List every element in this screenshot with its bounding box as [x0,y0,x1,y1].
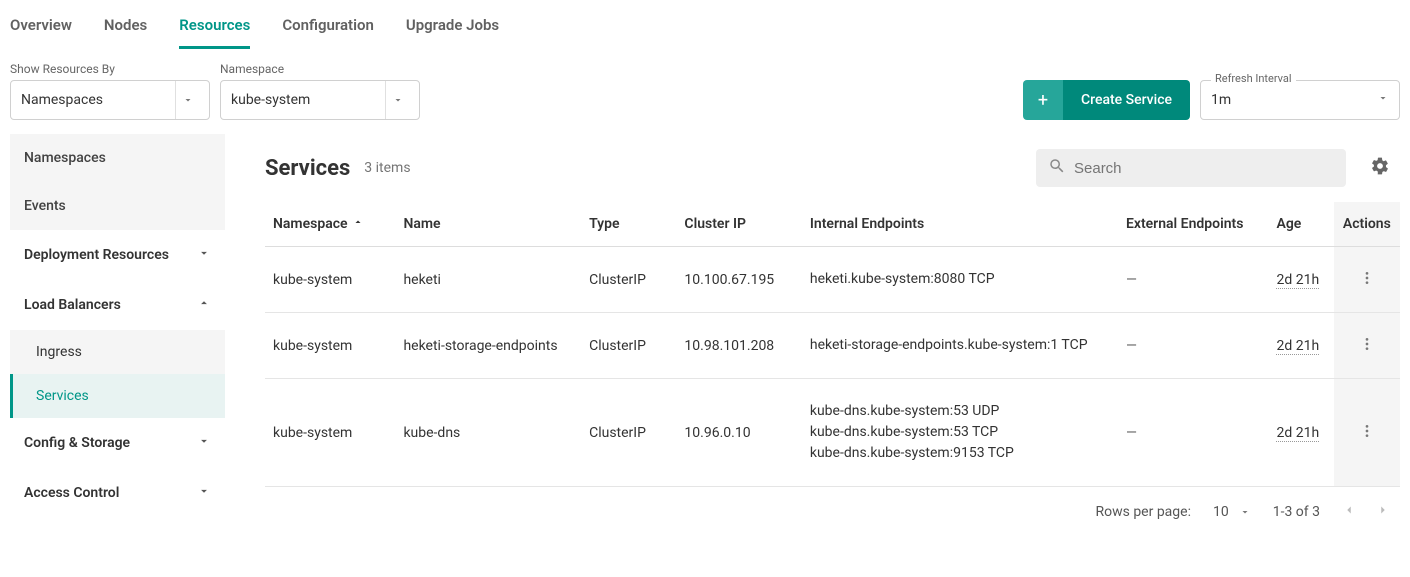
chevron-down-icon [1239,506,1251,518]
sidebar-group-access-control[interactable]: Access Control [10,468,225,518]
more-vert-icon [1359,423,1375,439]
more-vert-icon [1359,336,1375,352]
col-external-endpoints[interactable]: External Endpoints [1118,202,1269,247]
cell-external-endpoints: — [1118,313,1269,379]
cell-actions [1334,379,1400,487]
rows-per-page-select[interactable]: 10 [1213,504,1251,520]
refresh-interval-label: Refresh Interval [1211,72,1296,85]
cell-namespace: kube-system [265,379,395,487]
chevron-down-icon [197,434,211,452]
create-service-label: Create Service [1063,80,1190,120]
cell-name: heketi [395,247,581,313]
show-resources-by-label: Show Resources By [10,62,210,76]
rows-per-page-label: Rows per page: [1095,504,1190,520]
namespace-select[interactable]: kube-system [220,80,420,120]
table-row: kube-systemheketiClusterIP10.100.67.195h… [265,247,1400,313]
search-input[interactable] [1074,160,1334,177]
row-actions-button[interactable] [1359,336,1375,352]
prev-page-button[interactable] [1342,503,1356,521]
row-actions-button[interactable] [1359,270,1375,286]
col-type[interactable]: Type [581,202,676,247]
chevron-down-icon [1377,92,1389,108]
cell-external-endpoints: — [1118,247,1269,313]
cell-actions [1334,247,1400,313]
cell-type: ClusterIP [581,313,676,379]
chevron-right-icon [1376,503,1390,517]
cell-name: kube-dns [395,379,581,487]
sidebar-item-namespaces[interactable]: Namespaces [10,134,225,182]
sort-asc-icon [352,216,364,232]
next-page-button[interactable] [1376,503,1390,521]
search-icon [1048,157,1066,179]
filter-row: Show Resources By Namespaces Namespace k… [0,50,1410,134]
create-service-button[interactable]: + Create Service [1023,80,1190,120]
cell-internal-endpoints: heketi-storage-endpoints.kube-system:1 T… [802,313,1118,379]
sidebar-item-ingress[interactable]: Ingress [10,330,225,374]
tab-upgrade-jobs[interactable]: Upgrade Jobs [406,10,499,49]
show-resources-by-value: Namespaces [21,92,103,108]
sidebar: NamespacesEventsDeployment ResourcesLoad… [10,134,225,518]
chevron-down-icon [175,81,199,119]
top-tabs: Overview Nodes Resources Configuration Upgra… [0,0,1410,50]
sidebar-group-load-balancers[interactable]: Load Balancers [10,280,225,330]
col-internal-endpoints[interactable]: Internal Endpoints [802,202,1118,247]
tab-resources[interactable]: Resources [179,10,250,49]
cell-name: heketi-storage-endpoints [395,313,581,379]
show-resources-by-select[interactable]: Namespaces [10,80,210,120]
cell-namespace: kube-system [265,313,395,379]
rows-per-page-value: 10 [1213,504,1229,520]
chevron-left-icon [1342,503,1356,517]
plus-icon: + [1023,80,1063,120]
table-row: kube-systemheketi-storage-endpointsClust… [265,313,1400,379]
cell-type: ClusterIP [581,247,676,313]
chevron-down-icon [197,484,211,502]
sidebar-item-events[interactable]: Events [10,182,225,230]
namespace-label: Namespace [220,62,420,76]
col-name[interactable]: Name [395,202,581,247]
cell-cluster-ip: 10.98.101.208 [676,313,801,379]
tab-configuration[interactable]: Configuration [282,10,374,49]
cell-internal-endpoints: kube-dns.kube-system:53 UDPkube-dns.kube… [802,379,1118,487]
tab-overview[interactable]: Overview [10,10,72,49]
namespace-field: Namespace kube-system [220,62,420,120]
item-count: 3 items [364,160,410,176]
cell-internal-endpoints: heketi.kube-system:8080 TCP [802,247,1118,313]
cell-actions [1334,313,1400,379]
show-resources-by-field: Show Resources By Namespaces [10,62,210,120]
col-namespace[interactable]: Namespace [265,202,395,247]
row-actions-button[interactable] [1359,423,1375,439]
services-table: NamespaceNameTypeCluster IPInternal Endp… [265,202,1400,487]
col-age[interactable]: Age [1268,202,1333,247]
sidebar-group-config-storage[interactable]: Config & Storage [10,418,225,468]
more-vert-icon [1359,270,1375,286]
col-actions[interactable]: Actions [1334,202,1400,247]
table-row: kube-systemkube-dnsClusterIP10.96.0.10ku… [265,379,1400,487]
settings-button[interactable] [1360,148,1400,188]
chevron-down-icon [385,81,409,119]
pagination: Rows per page: 10 1-3 of 3 [265,487,1400,537]
search-box[interactable] [1036,149,1346,187]
cell-cluster-ip: 10.100.67.195 [676,247,801,313]
cell-type: ClusterIP [581,379,676,487]
cell-external-endpoints: — [1118,379,1269,487]
pagination-range: 1-3 of 3 [1273,504,1320,520]
cell-age: 2d 21h [1268,313,1333,379]
gear-icon [1370,156,1390,180]
refresh-interval-select[interactable]: Refresh Interval 1m [1200,80,1400,120]
main-content: Services 3 items NamespaceNameTypeCluste… [225,134,1400,537]
chevron-up-icon [197,296,211,314]
cell-cluster-ip: 10.96.0.10 [676,379,801,487]
sidebar-group-deployment-resources[interactable]: Deployment Resources [10,230,225,280]
namespace-value: kube-system [231,92,310,108]
chevron-down-icon [197,246,211,264]
sidebar-item-services[interactable]: Services [10,374,225,418]
refresh-interval-value: 1m [1211,92,1231,108]
cell-namespace: kube-system [265,247,395,313]
cell-age: 2d 21h [1268,379,1333,487]
page-title: Services [265,156,350,181]
cell-age: 2d 21h [1268,247,1333,313]
tab-nodes[interactable]: Nodes [104,10,147,49]
col-cluster-ip[interactable]: Cluster IP [676,202,801,247]
